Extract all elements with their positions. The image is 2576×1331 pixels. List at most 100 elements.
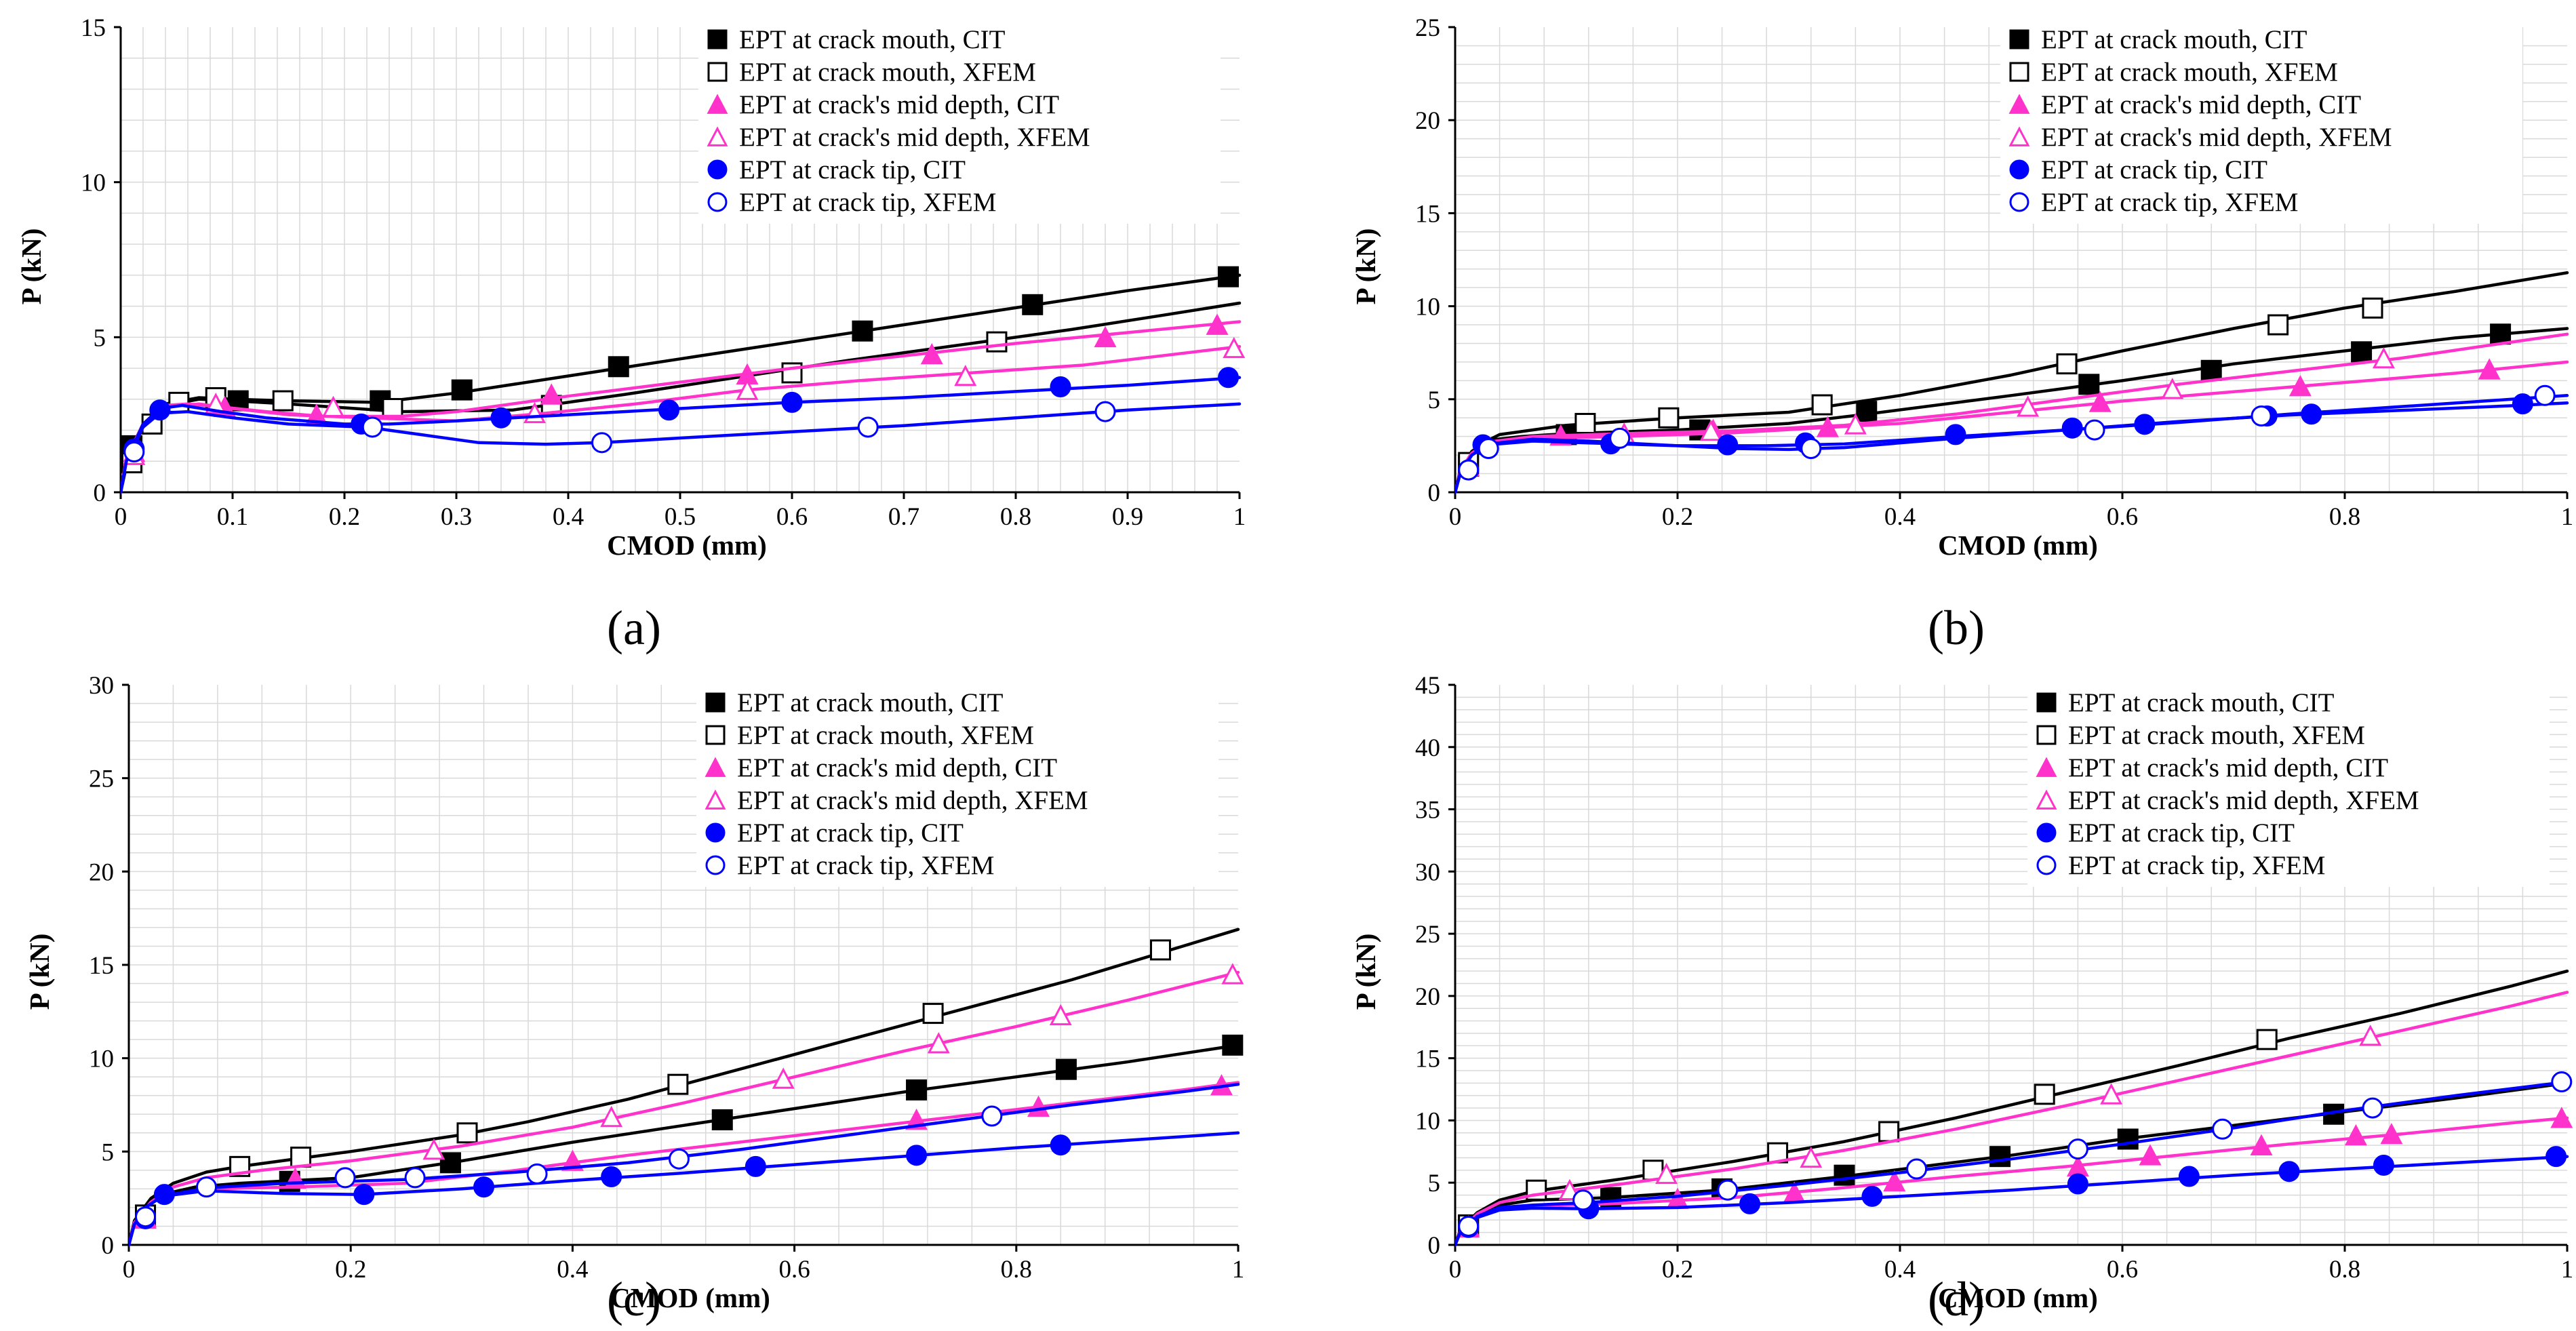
x-tick-label: 0.2 [329,503,360,531]
series-6 [1455,1071,2573,1247]
data-point [658,399,679,421]
x-tick-label: 0.8 [2329,1256,2360,1284]
legend-item: EPT at crack mouth, XFEM [707,58,1036,87]
series-line [1455,1155,2569,1247]
legend-background [2000,20,2522,224]
data-point [1055,1058,1077,1080]
y-tick-label: 10 [1415,1107,1440,1135]
legend-item: EPT at crack's mid depth, CIT [705,753,1057,782]
y-tick-label: 5 [94,324,106,352]
y-tick-label: 10 [1415,294,1440,321]
data-point [2200,359,2222,381]
legend-item: EPT at crack tip, XFEM [707,188,996,217]
data-point [439,1152,461,1174]
data-point [353,1184,375,1206]
legend-marker [707,159,728,180]
x-tick-label: 1 [1233,503,1246,531]
y-tick-label: 20 [1415,107,1440,135]
legend-marker [2009,192,2029,212]
y-tick-label: 40 [1415,734,1440,762]
y-tick-label: 30 [89,672,114,700]
legend-item: EPT at crack tip, CIT [705,818,964,848]
data-point [2067,1173,2088,1195]
legend-item: EPT at crack's mid depth, CIT [2036,753,2388,782]
x-tick-label: 0.1 [217,503,248,531]
legend-marker [2008,126,2030,146]
data-point [2372,346,2395,369]
legend-label: EPT at crack tip, XFEM [737,851,994,880]
legend-label: EPT at crack mouth, XFEM [737,721,1034,750]
data-point [852,320,873,342]
data-point [608,356,629,378]
data-point [1094,401,1116,422]
y-tick-label: 0 [1428,1232,1441,1260]
series-3 [1455,1107,2573,1247]
data-point [2278,1161,2300,1183]
data-point [668,1148,690,1170]
x-tick-label: 0.6 [778,1256,810,1284]
data-point [1458,1215,1480,1237]
series-line [121,402,1242,494]
legend-marker [707,62,728,82]
legend-marker [705,725,726,745]
series-2 [129,928,1240,1247]
legend-label: EPT at crack's mid depth, XFEM [739,123,1090,152]
legend-item: EPT at crack tip, XFEM [2036,851,2325,880]
data-point [2034,1084,2055,1105]
y-tick-label: 5 [102,1138,115,1166]
legend-label: EPT at crack's mid depth, XFEM [737,786,1088,815]
data-point [2212,1118,2234,1140]
data-point [196,1176,218,1198]
data-point [1717,1179,1739,1201]
legend-label: EPT at crack tip, CIT [2041,155,2267,184]
legend-item: EPT at crack mouth, XFEM [2036,721,2365,750]
legend-item: EPT at crack mouth, CIT [2036,688,2335,717]
data-point [745,1155,766,1177]
x-tick-label: 1 [2561,1256,2574,1284]
legend-item: EPT at crack tip, CIT [2009,155,2267,184]
legend-item: EPT at crack tip, CIT [2036,818,2295,848]
series-1 [1455,323,2569,494]
data-point [954,364,977,386]
x-tick-label: 0.4 [557,1256,588,1284]
data-point [1834,1164,1855,1186]
x-tick-label: 0.8 [1000,503,1031,531]
legend-item: EPT at crack tip, XFEM [2009,188,2298,217]
x-tick-label: 0 [1449,1256,1462,1284]
legend-marker [705,822,726,843]
legend-marker [2036,725,2057,745]
legend-label: EPT at crack's mid depth, CIT [739,90,1059,119]
y-tick-label: 15 [81,14,106,42]
data-point [334,1167,356,1189]
series-6 [1455,384,2569,494]
y-tick-label: 15 [89,952,114,980]
y-tick-label: 10 [81,170,106,197]
y-tick-label: 25 [1415,14,1440,42]
x-tick-label: 0.2 [1662,503,1693,531]
data-point [2490,323,2512,345]
series-4 [121,336,1246,494]
legend-marker [707,192,728,212]
legend-marker [707,126,728,146]
data-point [781,391,803,413]
legend-item: EPT at crack tip, XFEM [705,851,994,880]
data-point [2161,378,2184,399]
data-point [290,1147,312,1168]
data-point [149,399,171,421]
data-point [1844,413,1867,435]
data-point [2267,314,2289,336]
legend-label: EPT at crack's mid depth, XFEM [2068,786,2419,815]
legend-marker [705,692,726,713]
data-point [1945,424,1966,445]
y-tick-label: 45 [1415,672,1440,700]
data-point [1050,376,1071,398]
y-axis-label: P (kN) [16,229,47,305]
data-point [2067,1138,2088,1160]
legend-marker [705,757,726,777]
data-point [2017,395,2040,417]
data-point [601,1166,622,1188]
legend-label: EPT at crack mouth, CIT [2068,688,2335,717]
data-point [1800,438,1822,460]
